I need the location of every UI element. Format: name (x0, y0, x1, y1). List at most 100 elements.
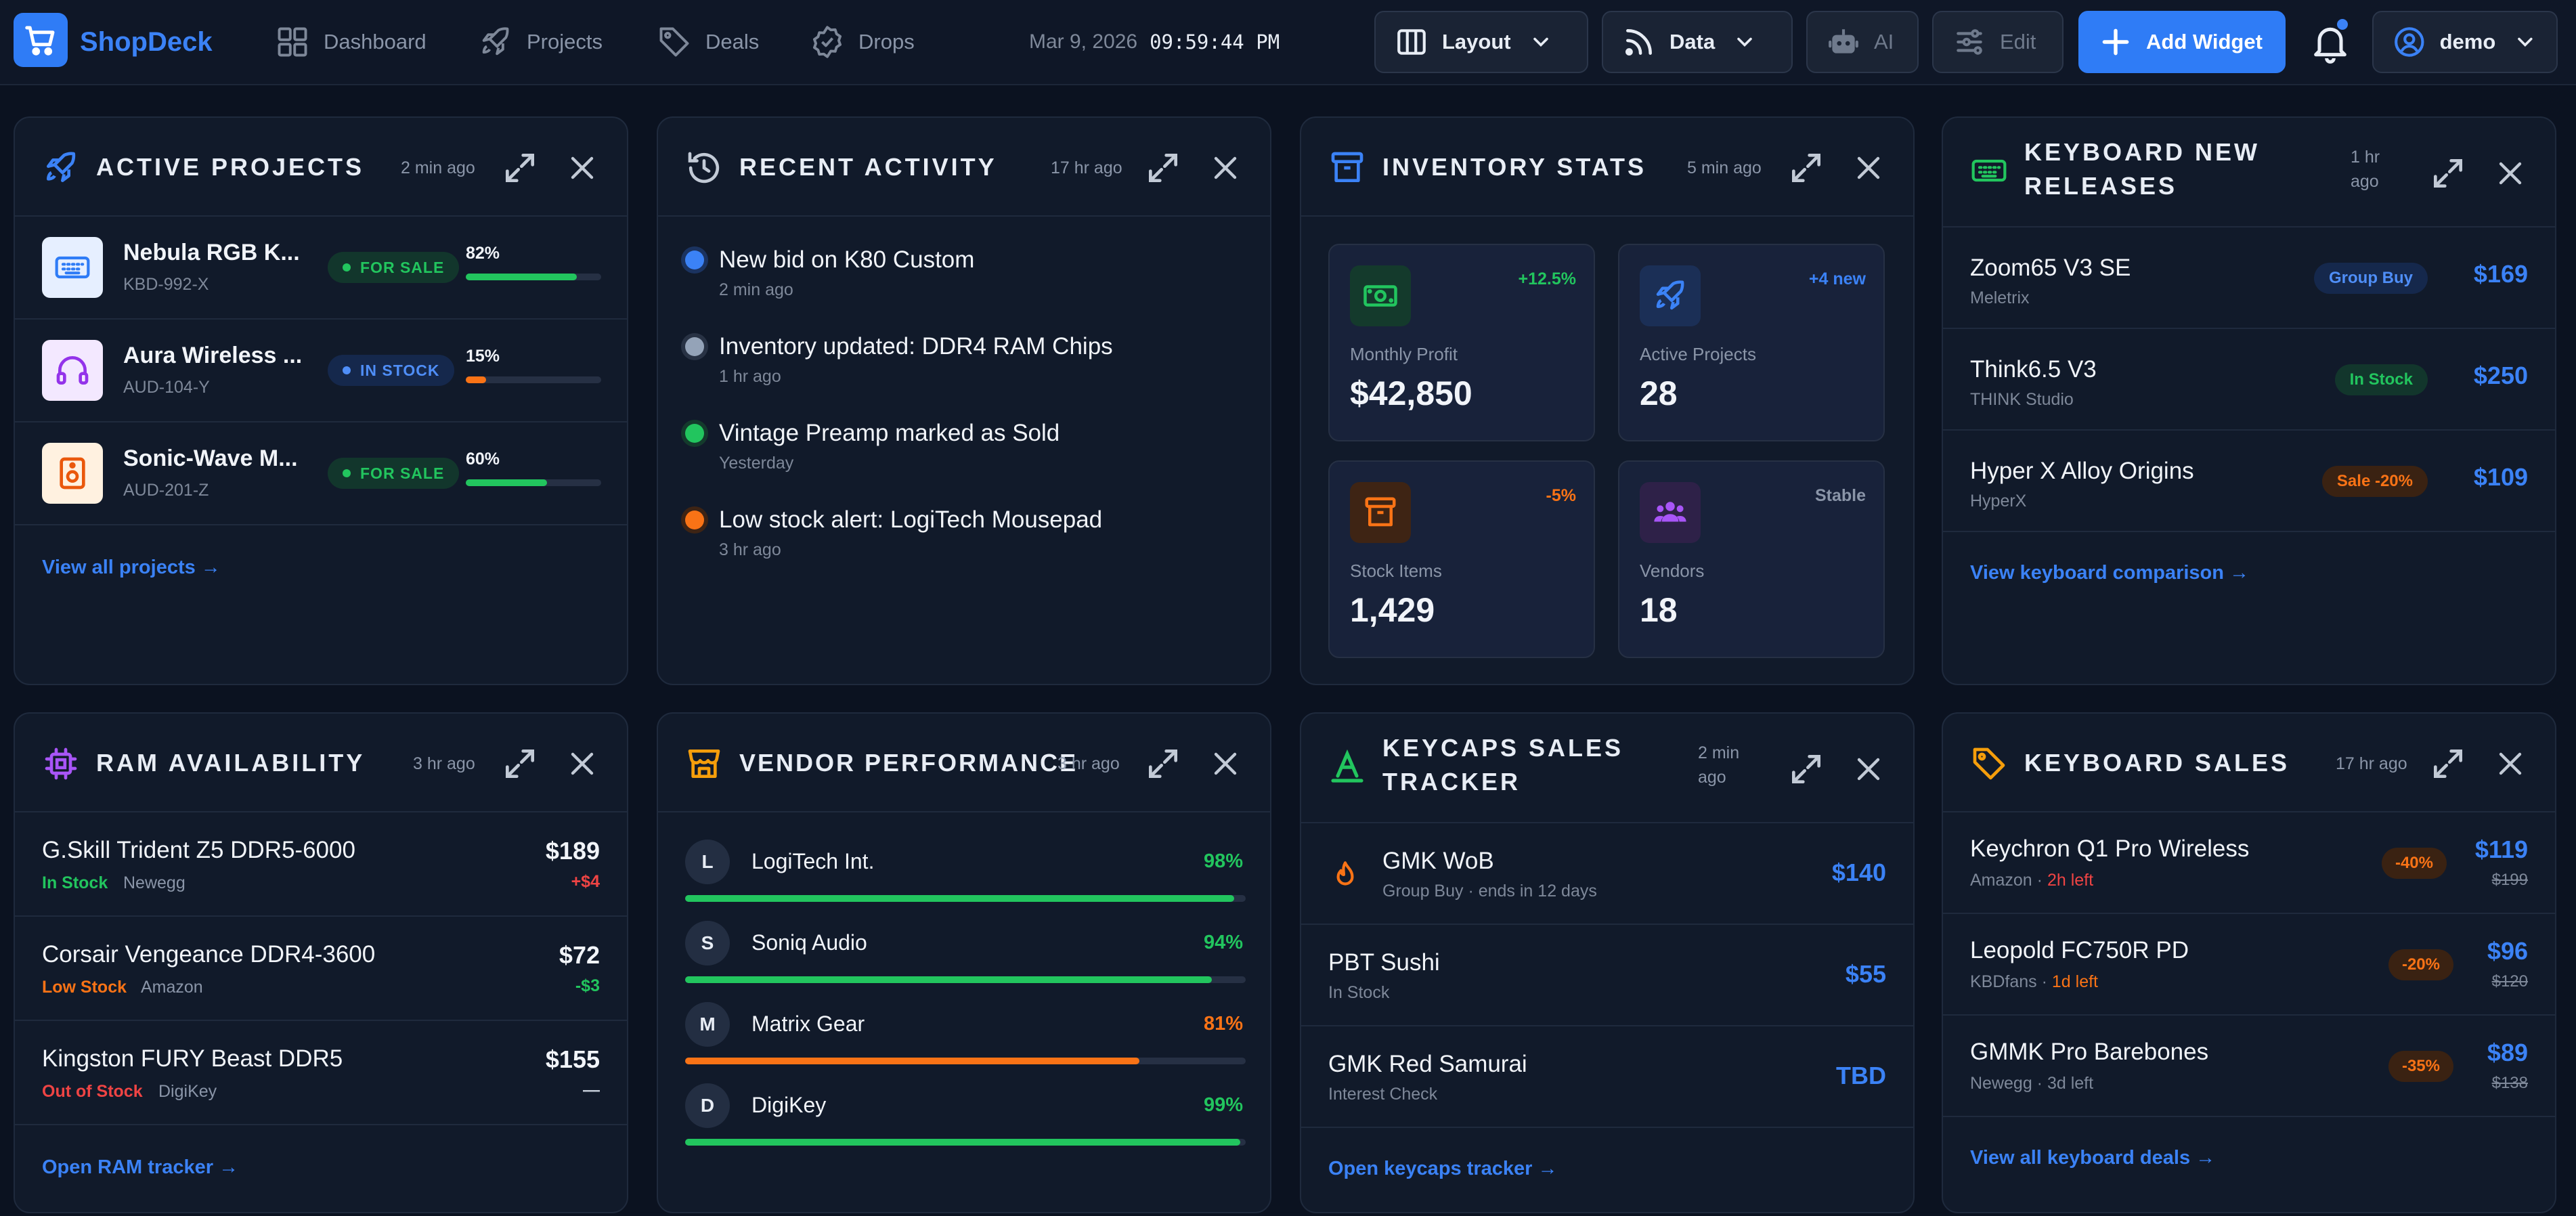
project-row[interactable]: Nebula RGB K... KBD-992-X FOR SALE 82% (15, 217, 627, 320)
view-all-projects-link[interactable]: View all projects → (42, 557, 221, 578)
data-button-label: Data (1669, 30, 1716, 53)
widget-header[interactable]: KEYBOARD NEW RELEASES 1 hr ago (1943, 118, 2555, 227)
data-button[interactable]: Data (1602, 11, 1793, 73)
close-icon[interactable] (1209, 152, 1242, 184)
ram-row[interactable]: G.Skill Trident Z5 DDR5-6000 In Stock Ne… (15, 812, 627, 917)
users-icon (1640, 482, 1701, 543)
widget-header[interactable]: ACTIVE PROJECTS 2 min ago (15, 118, 627, 217)
project-row[interactable]: Sonic-Wave M... AUD-201-Z FOR SALE 60% (15, 422, 627, 525)
view-keyboard-comparison-link[interactable]: View keyboard comparison → (1970, 562, 2250, 584)
add-widget-button[interactable]: Add Widget (2078, 11, 2286, 73)
vendor-avatar: D (685, 1083, 730, 1128)
plus-icon (2102, 28, 2129, 56)
deal-meta: Newegg · 3d left (1970, 1074, 2094, 1093)
ai-button[interactable]: AI (1806, 11, 1919, 73)
cart-icon[interactable] (14, 13, 68, 67)
close-icon[interactable] (1852, 753, 1885, 785)
keycap-row[interactable]: GMK WoB Group Buy · ends in 12 days $140 (1301, 823, 1913, 925)
product-name: Zoom65 V3 SE (1970, 255, 2131, 281)
product-price: $109 (2473, 463, 2528, 491)
close-icon[interactable] (1209, 747, 1242, 780)
deal-row[interactable]: Keychron Q1 Pro Wireless Amazon · 2h lef… (1943, 812, 2555, 914)
expand-icon[interactable] (1787, 750, 1825, 788)
bell-icon[interactable] (2309, 20, 2352, 64)
open-keycaps-tracker-link[interactable]: Open keycaps tracker → (1328, 1158, 1558, 1179)
keycap-row[interactable]: PBT Sushi In Stock $55 (1301, 925, 1913, 1026)
widget-header[interactable]: RAM AVAILABILITY 3 hr ago (15, 714, 627, 812)
badge-check-icon (812, 26, 842, 58)
release-row[interactable]: Hyper X Alloy Origins HyperX Sale -20% $… (1943, 431, 2555, 532)
keycap-row[interactable]: GMK Red Samurai Interest Check TBD (1301, 1026, 1913, 1128)
speaker-icon (42, 443, 103, 504)
release-row[interactable]: Think6.5 V3 THINK Studio In Stock $250 (1943, 329, 2555, 431)
rocket-icon (1640, 265, 1701, 326)
user-menu-button[interactable]: demo (2372, 11, 2558, 73)
vendor-score-bar (685, 1139, 1246, 1146)
open-ram-tracker-link[interactable]: Open RAM tracker → (42, 1156, 239, 1178)
release-tag: Group Buy (2314, 263, 2428, 294)
ram-row[interactable]: Corsair Vengeance DDR4-3600 Low Stock Am… (15, 917, 627, 1021)
current-date: Mar 9, 2026 (1029, 30, 1138, 53)
deal-time-left: 2h left (2047, 871, 2094, 890)
edit-button[interactable]: Edit (1932, 11, 2064, 73)
close-icon[interactable] (566, 747, 598, 780)
nav-dashboard[interactable]: Dashboard (275, 23, 427, 61)
layout-button[interactable]: Layout (1374, 11, 1588, 73)
keycap-status: Interest Check (1328, 1085, 1438, 1104)
deal-price: $89 (2487, 1039, 2528, 1066)
ram-vendor: DigiKey (158, 1082, 217, 1101)
widget-header[interactable]: INVENTORY STATS 5 min ago (1301, 118, 1913, 217)
stat-value: $42,850 (1350, 374, 1472, 412)
deal-store: KBDfans (1970, 972, 2037, 991)
widget-header[interactable]: VENDOR PERFORMANCE 3 hr ago (658, 714, 1270, 812)
stock-status: Out of Stock (42, 1082, 143, 1101)
keycap-price: TBD (1836, 1062, 1886, 1089)
vendor-score: 94% (1203, 932, 1243, 953)
nav-drops-label: Drops (858, 30, 915, 53)
vendor-score: 81% (1203, 1013, 1243, 1035)
widget-header[interactable]: KEYCAPS SALES TRACKER 2 min ago (1301, 714, 1913, 823)
expand-icon[interactable] (1787, 149, 1825, 187)
expand-icon[interactable] (501, 745, 539, 783)
deal-price: $96 (2487, 937, 2528, 965)
expand-icon[interactable] (1144, 745, 1182, 783)
nav-deals[interactable]: Deals (657, 23, 759, 61)
widget-header[interactable]: KEYBOARD SALES 17 hr ago (1943, 714, 2555, 812)
keycap-status: Group Buy · ends in 12 days (1382, 882, 1597, 900)
close-icon[interactable] (2494, 157, 2527, 190)
close-icon[interactable] (566, 152, 598, 184)
ram-price: $189 (545, 837, 600, 865)
project-row[interactable]: Aura Wireless ... AUD-104-Y IN STOCK 15% (15, 320, 627, 422)
expand-icon[interactable] (2429, 154, 2467, 192)
stat-card-stock-items[interactable]: -5% Stock Items 1,429 (1328, 460, 1595, 658)
keycap-name: GMK WoB (1382, 848, 1494, 874)
expand-icon[interactable] (501, 149, 539, 187)
expand-icon[interactable] (2429, 745, 2467, 783)
view-all-keyboard-deals-link[interactable]: View all keyboard deals → (1970, 1147, 2216, 1169)
rocket-icon (482, 27, 509, 56)
keycap-status: In Stock (1328, 983, 1390, 1002)
widget-header[interactable]: RECENT ACTIVITY 17 hr ago (658, 118, 1270, 217)
stat-card-monthly-profit[interactable]: +12.5% Monthly Profit $42,850 (1328, 244, 1595, 441)
deal-row[interactable]: GMMK Pro Barebones Newegg · 3d left -35%… (1943, 1016, 2555, 1117)
deal-old-price: $138 (2491, 1074, 2528, 1092)
nav-projects[interactable]: Projects (478, 23, 603, 61)
ram-row[interactable]: Kingston FURY Beast DDR5 Out of Stock Di… (15, 1021, 627, 1125)
chevron-down-icon (1533, 37, 1548, 47)
stat-card-vendors[interactable]: Stable Vendors 18 (1618, 460, 1885, 658)
current-time: 09:59:44 PM (1150, 30, 1280, 53)
widget-title: ACTIVE PROJECTS (96, 153, 365, 181)
robot-icon (1829, 29, 1858, 53)
grid-icon (278, 27, 307, 57)
release-row[interactable]: Zoom65 V3 SE Meletrix Group Buy $169 (1943, 227, 2555, 329)
app-name[interactable]: ShopDeck (80, 27, 213, 57)
stat-value: 28 (1640, 374, 1678, 412)
vendor-name: Soniq Audio (751, 930, 867, 955)
close-icon[interactable] (1852, 152, 1885, 184)
deal-row[interactable]: Leopold FC750R PD KBDfans · 1d left -20%… (1943, 914, 2555, 1016)
vendor-avatar: L (685, 840, 730, 884)
stat-card-active-projects[interactable]: +4 new Active Projects 28 (1618, 244, 1885, 441)
close-icon[interactable] (2494, 747, 2527, 780)
expand-icon[interactable] (1144, 149, 1182, 187)
nav-drops[interactable]: Drops (810, 23, 915, 61)
